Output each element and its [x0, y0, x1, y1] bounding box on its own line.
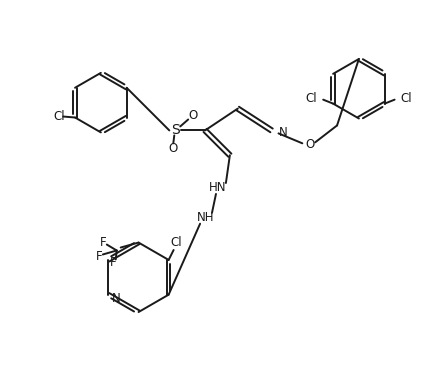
Text: O: O [306, 138, 315, 151]
Text: O: O [189, 109, 198, 122]
Text: HN: HN [209, 181, 227, 195]
Text: Cl: Cl [401, 92, 412, 105]
Text: N: N [278, 126, 287, 139]
Text: NH: NH [197, 211, 215, 224]
Text: S: S [171, 124, 180, 137]
Text: Cl: Cl [171, 236, 182, 249]
Text: F: F [99, 236, 106, 249]
Text: N: N [112, 292, 121, 305]
Text: F: F [96, 250, 102, 263]
Text: Cl: Cl [53, 110, 65, 123]
Text: O: O [169, 142, 178, 155]
Text: Cl: Cl [306, 92, 317, 105]
Text: F: F [110, 256, 116, 269]
